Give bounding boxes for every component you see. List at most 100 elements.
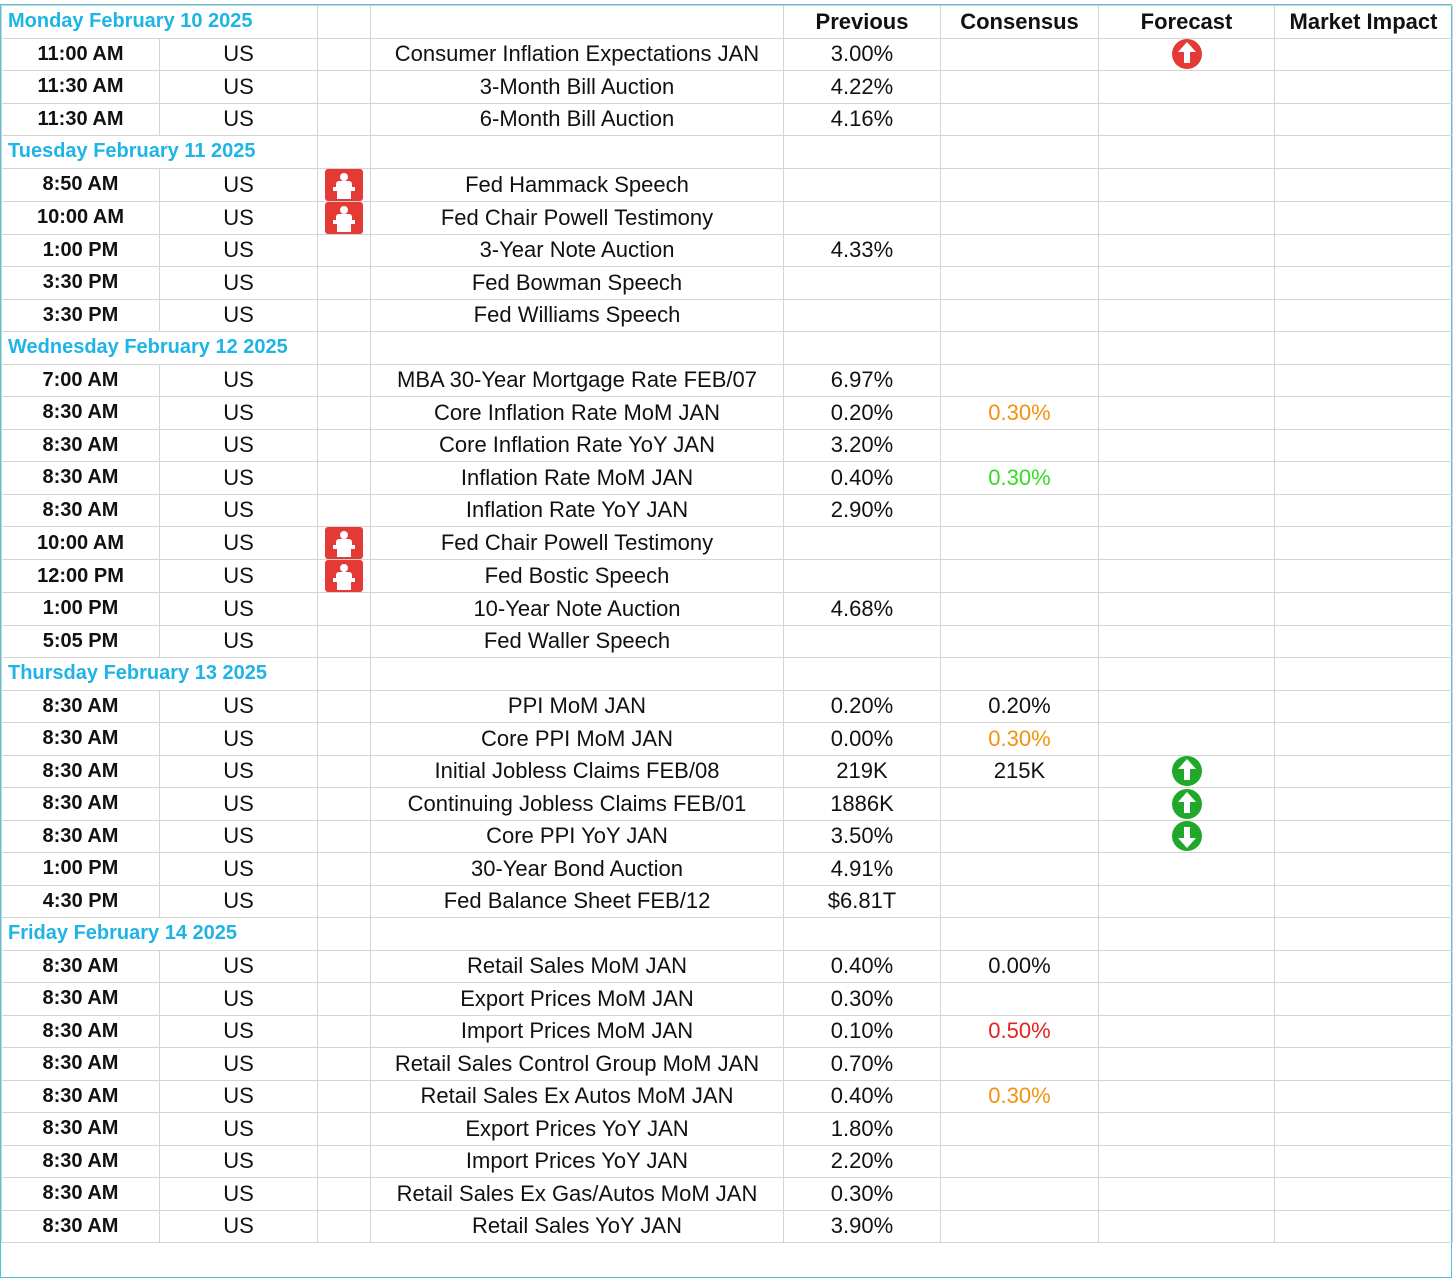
event-forecast <box>1098 624 1275 658</box>
event-row: 3:30 PM US Fed Williams Speech <box>1 298 1453 332</box>
event-time: 1:00 PM <box>1 852 160 886</box>
event-forecast <box>1098 1144 1275 1178</box>
day-label: Friday February 14 2025 <box>1 917 318 951</box>
event-time: 11:30 AM <box>1 70 160 104</box>
event-name: Import Prices MoM JAN <box>370 1014 784 1048</box>
event-previous: 0.20% <box>783 689 941 723</box>
event-icon-cell <box>317 167 371 202</box>
event-icon-cell <box>317 1209 371 1243</box>
event-market-impact <box>1274 70 1453 104</box>
event-market-impact <box>1274 1047 1453 1081</box>
event-icon-cell <box>317 884 371 918</box>
event-market-impact <box>1274 363 1453 397</box>
empty-cell <box>1274 331 1453 365</box>
event-time: 8:30 AM <box>1 1144 160 1178</box>
event-icon-cell <box>317 396 371 430</box>
event-previous: 1.80% <box>783 1112 941 1146</box>
event-name: 6-Month Bill Auction <box>370 102 784 136</box>
empty-cell <box>317 657 371 691</box>
event-icon-cell <box>317 266 371 300</box>
column-header-consensus: Consensus <box>940 5 1099 39</box>
event-country: US <box>159 461 318 495</box>
event-country: US <box>159 884 318 918</box>
event-previous <box>783 200 941 235</box>
event-name: Retail Sales MoM JAN <box>370 949 784 983</box>
event-country: US <box>159 1112 318 1146</box>
event-forecast <box>1098 559 1275 593</box>
event-name: Continuing Jobless Claims FEB/01 <box>370 787 784 821</box>
speech-icon <box>325 169 363 200</box>
event-name: 3-Month Bill Auction <box>370 70 784 104</box>
event-forecast <box>1098 722 1275 756</box>
day-header-row: Friday February 14 2025 <box>1 917 1453 951</box>
event-previous: 2.20% <box>783 1144 941 1178</box>
event-row: 8:30 AM US Export Prices MoM JAN 0.30% <box>1 982 1453 1016</box>
event-market-impact <box>1274 1112 1453 1146</box>
event-consensus <box>940 298 1099 332</box>
event-time: 8:30 AM <box>1 787 160 821</box>
event-row: 8:30 AM US Inflation Rate MoM JAN 0.40% 0.30… <box>1 461 1453 495</box>
day-header-row: Thursday February 13 2025 <box>1 657 1453 691</box>
day-label: Thursday February 13 2025 <box>1 657 318 691</box>
event-country: US <box>159 526 318 560</box>
event-icon-cell <box>317 298 371 332</box>
day-label: Wednesday February 12 2025 <box>1 331 318 365</box>
event-icon-cell <box>317 1177 371 1211</box>
event-previous: 6.97% <box>783 363 941 397</box>
event-previous: 0.40% <box>783 461 941 495</box>
event-icon-cell <box>317 102 371 136</box>
event-consensus <box>940 982 1099 1016</box>
event-country: US <box>159 754 318 788</box>
event-previous: 3.90% <box>783 1209 941 1243</box>
event-time: 8:30 AM <box>1 949 160 983</box>
event-consensus: 0.30% <box>940 396 1099 430</box>
event-forecast <box>1098 493 1275 527</box>
empty-cell <box>1274 917 1453 951</box>
event-forecast <box>1098 428 1275 462</box>
empty-cell <box>940 331 1099 365</box>
event-country: US <box>159 982 318 1016</box>
event-market-impact <box>1274 982 1453 1016</box>
event-country: US <box>159 266 318 300</box>
event-forecast <box>1098 1047 1275 1081</box>
event-previous: 0.70% <box>783 1047 941 1081</box>
event-forecast <box>1098 70 1275 104</box>
event-time: 8:30 AM <box>1 396 160 430</box>
event-name: Fed Waller Speech <box>370 624 784 658</box>
event-previous: 1886K <box>783 787 941 821</box>
event-time: 3:30 PM <box>1 266 160 300</box>
event-previous: 0.30% <box>783 1177 941 1211</box>
event-name: Export Prices YoY JAN <box>370 1112 784 1146</box>
day-header-row: Wednesday February 12 2025 <box>1 331 1453 365</box>
event-market-impact <box>1274 819 1453 853</box>
day-header-row: Monday February 10 2025 Previous Consensus… <box>1 5 1453 39</box>
event-market-impact <box>1274 428 1453 462</box>
event-previous <box>783 624 941 658</box>
column-header-forecast: Forecast <box>1098 5 1275 39</box>
empty-cell <box>1274 135 1453 169</box>
event-country: US <box>159 1014 318 1048</box>
empty-cell <box>317 331 371 365</box>
event-previous <box>783 559 941 593</box>
event-country: US <box>159 200 318 235</box>
empty-cell <box>1098 657 1275 691</box>
event-market-impact <box>1274 592 1453 626</box>
event-market-impact <box>1274 461 1453 495</box>
event-market-impact <box>1274 754 1453 788</box>
event-previous: 3.20% <box>783 428 941 462</box>
event-market-impact <box>1274 37 1453 71</box>
column-header-market-impact: Market Impact <box>1274 5 1453 39</box>
event-name: 3-Year Note Auction <box>370 233 784 267</box>
event-country: US <box>159 689 318 723</box>
empty-cell <box>370 135 784 169</box>
event-market-impact <box>1274 722 1453 756</box>
event-row: 8:30 AM US Retail Sales Control Group MoM … <box>1 1047 1453 1081</box>
event-market-impact <box>1274 852 1453 886</box>
event-row: 10:00 AM US Fed Chair Powell Testimony <box>1 526 1453 560</box>
event-forecast <box>1098 1209 1275 1243</box>
event-country: US <box>159 396 318 430</box>
event-previous <box>783 266 941 300</box>
event-row: 8:30 AM US Continuing Jobless Claims FEB/0… <box>1 787 1453 821</box>
event-time: 1:00 PM <box>1 233 160 267</box>
event-forecast <box>1098 1014 1275 1048</box>
